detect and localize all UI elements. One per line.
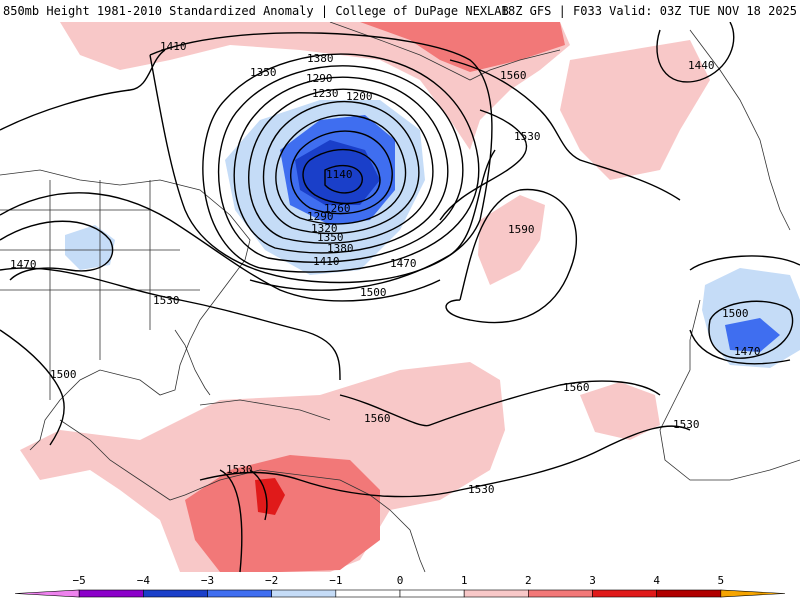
title-bar: 850mb Height 1981-2010 Standardized Anom…	[0, 0, 800, 22]
contour-label: 1260	[324, 202, 351, 215]
colorbar-tick-label: 1	[460, 574, 468, 587]
colorbar-tick-label: −2	[265, 574, 279, 587]
florida-coastline	[174, 329, 211, 396]
europe-coastline	[689, 29, 791, 231]
negative-anomaly-africa-core	[725, 318, 780, 352]
contour-label: 1560	[500, 69, 527, 82]
contour-label: 1530	[468, 483, 495, 496]
contour-label: 1470	[734, 345, 761, 358]
contour-label: 1530	[153, 294, 180, 307]
contour-1440-west	[0, 49, 166, 131]
positive-anomaly-atlantic-east	[580, 382, 660, 440]
contour-1530-africa	[689, 255, 800, 365]
contour-1380	[202, 53, 480, 273]
contour-1140	[324, 164, 363, 194]
colorbar-segment	[207, 589, 272, 598]
africa-coastline	[659, 299, 800, 481]
contour-1530-north	[0, 109, 528, 381]
contour-1530-s-america	[219, 469, 268, 573]
contour-label: 1500	[50, 368, 77, 381]
colorbar-segment	[399, 589, 465, 598]
contour-label: 1230	[312, 87, 339, 100]
model-valid-time: 18Z GFS | F033 Valid: 03Z TUE NOV 18 202…	[500, 4, 797, 18]
contour-1500-africa	[708, 300, 794, 359]
negative-anomaly-west	[65, 225, 115, 270]
contour-label: 1470	[10, 258, 37, 271]
contour-label: 1200	[346, 90, 373, 103]
contour-label: 1380	[327, 242, 354, 255]
contour-label: 1290	[306, 72, 333, 85]
colorbar-tick-label: 4	[653, 574, 660, 587]
contour-label: 1380	[307, 52, 334, 65]
colorbar-tick-label: −1	[329, 574, 343, 587]
contour-label: 1140	[326, 168, 353, 181]
contour-label: 1500	[360, 286, 387, 299]
contour-1560-south	[339, 380, 661, 427]
caribbean-islands	[199, 399, 331, 421]
north-america-coastline	[0, 169, 251, 451]
contour-label: 1410	[160, 40, 187, 53]
contour-label: 1410	[313, 255, 340, 268]
colorbar-tick-label: 2	[525, 574, 532, 587]
contour-label: 1440	[688, 59, 715, 72]
contour-label: 1530	[673, 418, 700, 431]
contour-label: 1560	[563, 381, 590, 394]
negative-anomaly-africa-outer	[702, 268, 800, 368]
colorbar-segment	[592, 589, 657, 598]
contour-1230	[275, 114, 407, 225]
contour-label: 1470	[390, 257, 417, 270]
colorbar-segment	[143, 589, 208, 598]
contour-1500-west	[0, 329, 65, 446]
greenland-coastline	[329, 21, 561, 81]
colorbar-segment	[463, 589, 529, 598]
positive-anomaly-atlantic-1590	[478, 195, 545, 285]
colorbar-tick-label: −4	[136, 574, 150, 587]
contour-label: 1290	[307, 210, 334, 223]
colorbar-segment	[271, 589, 337, 598]
us-state-borders	[0, 180, 200, 400]
contour-label: 1350	[317, 231, 344, 244]
height-contours	[0, 21, 800, 573]
positive-anomaly-venezuela-core	[255, 478, 285, 515]
contour-1200	[290, 130, 393, 215]
contour-label: 1560	[364, 412, 391, 425]
colorbar-segment	[656, 589, 722, 598]
colorbar-labels: −5 −4 −3 −2 −1 0 1 2 3 4 5	[0, 573, 800, 589]
colorbar-tick-label: 3	[589, 574, 596, 587]
coastlines	[0, 21, 800, 573]
contour-label: 1590	[508, 223, 535, 236]
colorbar-tick-label: −3	[200, 574, 215, 587]
positive-anomaly-northeast	[560, 40, 710, 180]
map-title: 850mb Height 1981-2010 Standardized Anom…	[3, 4, 509, 18]
positive-anomaly-greenland-core	[360, 22, 565, 72]
contour-1260	[262, 100, 420, 235]
contour-label: 1320	[311, 222, 338, 235]
contour-label: 1350	[250, 66, 277, 79]
colorbar-tick-label: 0	[396, 574, 404, 587]
colorbar-tick-label: −5	[72, 574, 86, 587]
colorbar-tick-label: 5	[717, 574, 725, 587]
contour-label: 1530	[226, 463, 253, 476]
contour-1560-north	[449, 59, 681, 201]
colorbar	[14, 589, 786, 598]
central-america-coastline	[59, 419, 186, 501]
colorbar-segment	[335, 589, 401, 598]
contour-1320	[233, 76, 449, 254]
contour-1500	[0, 188, 577, 324]
colorbar-max-arrow	[720, 589, 786, 598]
contour-label: 1530	[514, 130, 541, 143]
colorbar-segment	[78, 589, 144, 598]
contour-1170	[302, 148, 381, 205]
south-america-coastline	[184, 469, 426, 573]
contour-1290	[248, 88, 434, 244]
colorbar-segment	[528, 589, 593, 598]
contour-1350	[217, 65, 464, 263]
contour-label: 1500	[722, 307, 749, 320]
contour-1530-south	[199, 425, 691, 498]
contour-1440-east	[656, 21, 735, 83]
